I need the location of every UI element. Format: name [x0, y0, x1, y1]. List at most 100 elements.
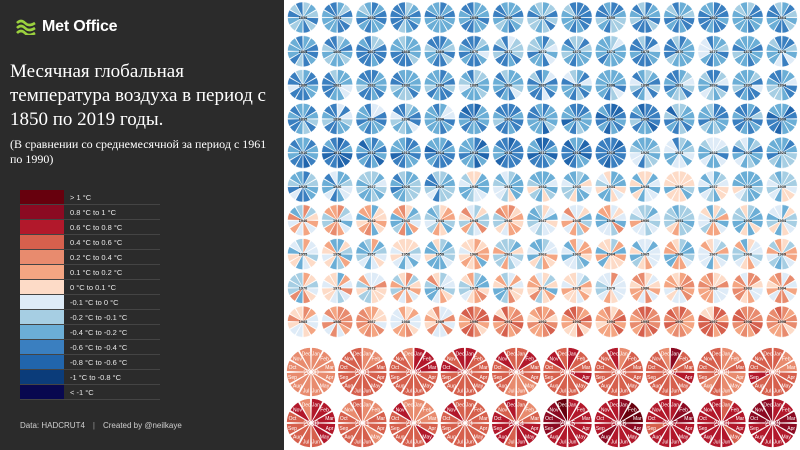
month-wedge-jan — [508, 1, 516, 18]
month-wedge-jul — [534, 321, 543, 338]
month-wedge-aug — [597, 51, 611, 65]
year-chart-1992: 1992 — [526, 306, 559, 338]
month-wedge-may — [610, 253, 625, 268]
month-wedge-sep — [731, 321, 748, 330]
month-wedge-nov — [289, 274, 304, 289]
month-wedge-dec — [671, 103, 680, 119]
month-wedge-sep — [731, 220, 748, 228]
month-wedge-mar — [610, 77, 627, 86]
month-label: Nov — [293, 357, 302, 363]
month-wedge-sep — [629, 287, 646, 296]
month-wedge-apr — [371, 152, 388, 161]
month-wedge-may — [337, 321, 351, 336]
month-wedge-apr — [371, 51, 388, 59]
month-wedge-jul — [363, 254, 372, 270]
month-label: Dec — [558, 352, 567, 358]
month-wedge-aug — [665, 17, 680, 31]
month-wedge-nov — [699, 139, 714, 153]
month-wedge-mar — [713, 178, 730, 187]
month-wedge-sep — [321, 118, 338, 127]
month-wedge-mar — [508, 212, 524, 221]
month-wedge-mar — [337, 212, 353, 221]
month-wedge-aug — [768, 118, 782, 133]
month-wedge-aug — [768, 84, 782, 99]
month-wedge-feb — [679, 206, 693, 221]
year-label: 1989 — [436, 320, 444, 324]
year-chart-1955: 1955 — [287, 238, 319, 270]
month-wedge-sep — [458, 186, 475, 195]
month-wedge-jan — [337, 103, 345, 119]
month-wedge-apr — [302, 220, 319, 228]
month-wedge-sep — [697, 321, 714, 330]
month-wedge-may — [679, 84, 693, 99]
month-wedge-mar — [576, 178, 593, 187]
month-wedge-mar — [473, 212, 490, 221]
month-wedge-may — [781, 152, 796, 167]
year-label: 1980 — [641, 286, 649, 290]
month-wedge-jun — [679, 254, 687, 270]
month-wedge-oct — [492, 178, 509, 187]
year-chart-1924: 1924 — [766, 137, 798, 169]
month-wedge-feb — [405, 4, 420, 18]
month-wedge-aug — [460, 118, 475, 133]
month-wedge-oct — [629, 280, 646, 289]
month-wedge-apr — [337, 186, 353, 195]
month-wedge-aug — [494, 287, 509, 302]
month-wedge-jun — [371, 17, 380, 34]
month-wedge-jun — [405, 85, 414, 101]
month-wedge-nov — [768, 4, 782, 18]
month-wedge-mar — [644, 212, 661, 221]
month-wedge-aug — [460, 287, 475, 302]
met-office-swirl-icon — [16, 19, 36, 35]
year-label: 2008 — [714, 370, 730, 377]
month-wedge-dec — [432, 170, 440, 187]
month-wedge-oct — [595, 246, 611, 255]
month-wedge-oct — [560, 178, 577, 187]
month-wedge-nov — [528, 206, 543, 221]
month-wedge-aug — [734, 84, 748, 99]
year-chart-1866: 1866 — [321, 35, 353, 67]
legend-swatch — [20, 220, 64, 234]
month-wedge-apr — [644, 321, 661, 330]
month-wedge-feb — [337, 173, 351, 187]
year-label: 1952 — [709, 219, 717, 223]
month-wedge-jan — [576, 272, 585, 288]
month-wedge-apr — [610, 51, 627, 59]
year-label: 1988 — [401, 320, 409, 324]
month-wedge-oct — [458, 314, 475, 322]
month-label: Aug — [447, 384, 456, 390]
month-wedge-jun — [747, 51, 756, 67]
month-wedge-nov — [768, 37, 782, 52]
month-wedge-jun — [610, 85, 619, 101]
month-wedge-may — [405, 152, 420, 167]
brand: Met Office — [16, 18, 118, 36]
month-wedge-jan — [337, 69, 345, 86]
month-wedge-nov — [289, 71, 304, 86]
year-label: 1966 — [675, 253, 683, 257]
month-wedge-jan — [302, 69, 311, 86]
year-chart-1985: 1985 — [287, 306, 319, 338]
month-wedge-dec — [774, 238, 782, 255]
month-wedge-feb — [644, 240, 659, 255]
month-wedge-apr — [542, 220, 559, 228]
month-wedge-mar — [747, 314, 764, 322]
month-wedge-nov — [494, 401, 517, 424]
month-wedge-jan — [508, 272, 516, 288]
year-label: 1850 — [299, 16, 307, 20]
month-wedge-jan — [362, 347, 375, 373]
month-wedge-mar — [576, 145, 593, 153]
month-wedge-oct — [560, 314, 577, 322]
year-label: 1914 — [436, 151, 445, 155]
month-wedge-apr — [747, 152, 764, 161]
month-wedge-apr — [610, 220, 627, 228]
month-wedge-may — [644, 321, 659, 336]
month-wedge-apr — [439, 321, 456, 330]
month-label: Mar — [530, 365, 539, 371]
month-wedge-aug — [494, 371, 517, 394]
month-wedge-jun — [371, 321, 380, 338]
month-wedge-feb — [302, 206, 317, 221]
month-wedge-dec — [363, 204, 372, 221]
month-wedge-dec — [363, 170, 372, 187]
month-wedge-dec — [671, 170, 680, 187]
